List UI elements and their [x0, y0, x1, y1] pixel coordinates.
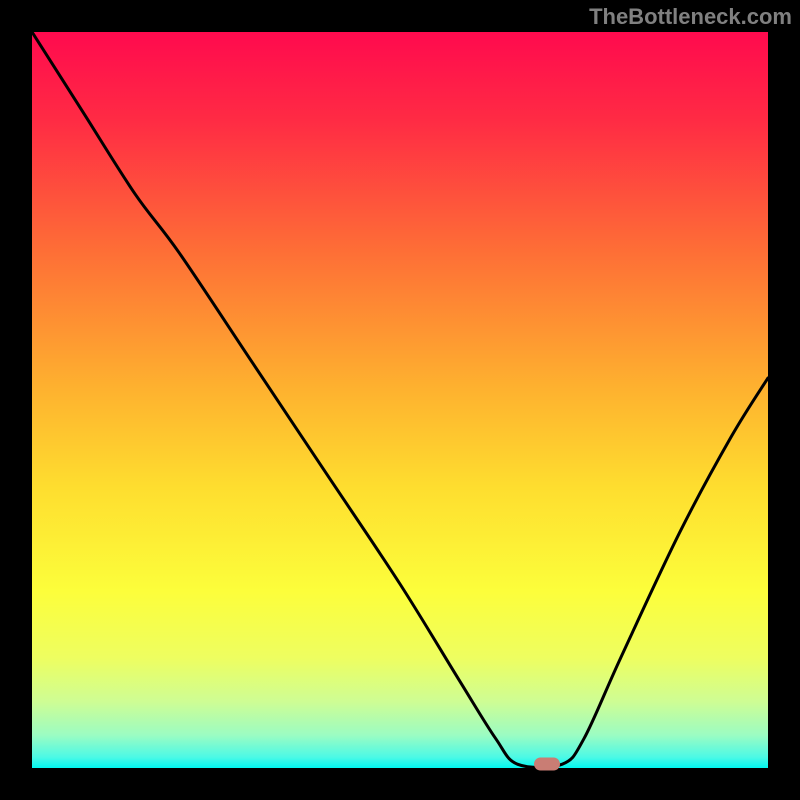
optimal-marker: [534, 757, 560, 770]
plot-area: [32, 32, 768, 768]
bottleneck-curve: [32, 32, 768, 768]
watermark-text: TheBottleneck.com: [589, 4, 792, 30]
chart-container: TheBottleneck.com: [0, 0, 800, 800]
